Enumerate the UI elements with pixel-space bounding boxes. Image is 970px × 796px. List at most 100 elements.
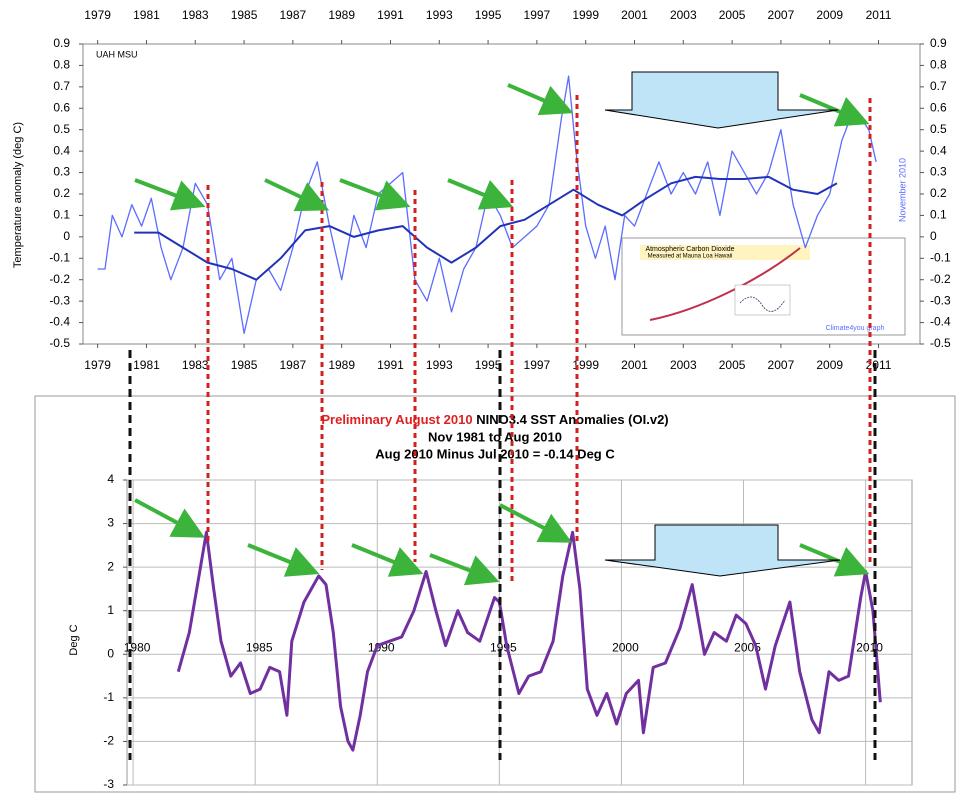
x-tick-label: 2001	[621, 358, 648, 372]
y-tick-label: -0.4	[49, 315, 70, 329]
data-line	[176, 530, 882, 752]
block-arrow	[604, 524, 841, 577]
x-tick-label: 1993	[426, 358, 453, 372]
x-tick-label: 1985	[231, 358, 258, 372]
x-tick-label: 1985	[246, 640, 273, 654]
arrow	[264, 178, 330, 212]
y-tick-label: -0.4	[930, 315, 951, 329]
y-tick-label: 4	[107, 472, 114, 486]
x-tick-label: 2010	[856, 640, 883, 654]
x-tick-label: 1987	[280, 8, 307, 22]
x-tick-label: 2005	[719, 358, 746, 372]
x-tick-label: 1983	[182, 358, 209, 372]
x-tick-label: 2003	[670, 8, 697, 22]
annotation: UAH MSU	[96, 49, 138, 59]
y-tick-label: 0.4	[930, 143, 947, 157]
x-tick-label: 2009	[816, 8, 843, 22]
inset-sub	[734, 284, 791, 316]
y-tick-label: 0	[63, 229, 70, 243]
y-tick-label: 0.5	[930, 122, 947, 136]
y-tick-label: -0.3	[930, 293, 951, 307]
annotation: November 2010	[897, 158, 907, 222]
x-tick-label: 2003	[670, 358, 697, 372]
x-tick-label: 1999	[572, 8, 599, 22]
title: NINO3.4 SST Anomalies (OI.v2)	[476, 412, 668, 427]
arrow	[499, 503, 573, 543]
x-tick-label: 1991	[377, 8, 404, 22]
y-tick-label: 0.1	[930, 208, 947, 222]
y-tick-label: 0.7	[53, 79, 70, 93]
x-tick-label: 1989	[328, 358, 355, 372]
inset-seasonal	[739, 296, 786, 312]
y-tick-label: -0.2	[49, 272, 70, 286]
y-tick-label: 0.9	[53, 36, 70, 50]
arrow	[447, 178, 514, 210]
subtitle: Nov 1981 to Aug 2010	[428, 429, 562, 444]
x-tick-label: 1995	[475, 8, 502, 22]
inset: Atmospheric Carbon Dioxide Measured at M…	[621, 237, 906, 336]
arrow	[134, 178, 206, 211]
y-tick-label: 0.9	[930, 36, 947, 50]
y-tick-label: 0.6	[930, 100, 947, 114]
x-tick-label: 1985	[231, 8, 258, 22]
arrow	[799, 93, 870, 127]
arrow	[799, 543, 870, 577]
chart-title: Preliminary August 2010 NINO3.4 SST Anom…	[321, 412, 668, 427]
x-tick-label: 2009	[816, 358, 843, 372]
x-tick-label: 1983	[182, 8, 209, 22]
x-tick-label: 1979	[84, 358, 111, 372]
arrows	[134, 83, 870, 586]
y-tick-label: 0.6	[53, 100, 70, 114]
x-tick-label: 2001	[621, 8, 648, 22]
x-tick-label: 2005	[719, 8, 746, 22]
overlay	[128, 71, 877, 760]
x-tick-label: 1995	[490, 640, 517, 654]
y-tick-label: -0.2	[930, 272, 951, 286]
y-tick-label: 0.4	[53, 143, 70, 157]
x-tick-label: 1989	[328, 8, 355, 22]
y-tick-label: -2	[103, 734, 114, 748]
x-tick-label: 1981	[133, 358, 160, 372]
y-tick-label: -0.5	[49, 336, 70, 350]
x-tick-label: 1993	[426, 8, 453, 22]
y-tick-label: 0.7	[930, 79, 947, 93]
y-tick-label: 0.5	[53, 122, 70, 136]
inset-credit: Climate4you graph	[826, 325, 885, 332]
inset-header	[640, 245, 810, 260]
y-axis-label: Temperature anomaly (deg C)	[12, 122, 24, 268]
y-tick-label: -0.3	[49, 293, 70, 307]
subtitle: Aug 2010 Minus Jul 2010 = -0.14 Deg C	[375, 446, 615, 461]
y-tick-label: 0.8	[930, 58, 947, 72]
y-tick-label: 0.2	[930, 186, 947, 200]
y-tick-label: 0.3	[930, 165, 947, 179]
x-tick-label: 1995	[475, 358, 502, 372]
x-tick-label: 1997	[524, 358, 551, 372]
y-tick-label: 1	[107, 603, 114, 617]
arrow	[507, 83, 574, 116]
x-tick-label: 1980	[124, 640, 151, 654]
inset-title: Atmospheric Carbon Dioxide	[645, 246, 734, 253]
y-tick-label: 0.8	[53, 58, 70, 72]
arrow	[351, 543, 424, 577]
x-tick-label: 2011	[866, 8, 892, 22]
x-tick-label: 1991	[377, 358, 404, 372]
black-connectors	[128, 350, 877, 760]
title-red: Preliminary August 2010	[321, 412, 472, 427]
x-tick-label: 2011	[866, 358, 892, 372]
y-tick-label: -1	[103, 690, 114, 704]
y-axis-label: Deg C	[68, 624, 80, 655]
data-line	[134, 175, 838, 281]
y-tick-label: 0	[930, 229, 937, 243]
arrow	[339, 178, 411, 211]
arrow	[429, 553, 500, 586]
x-tick-label: 1999	[572, 358, 599, 372]
y-tick-label: 3	[107, 516, 114, 530]
inset-curve	[649, 247, 801, 321]
red-connectors	[206, 95, 872, 585]
x-tick-label: 2007	[768, 8, 795, 22]
x-tick-label: 1997	[524, 8, 551, 22]
y-tick-label: 0.2	[53, 186, 70, 200]
x-tick-label: 2007	[768, 358, 795, 372]
y-tick-label: -0.1	[930, 250, 951, 264]
